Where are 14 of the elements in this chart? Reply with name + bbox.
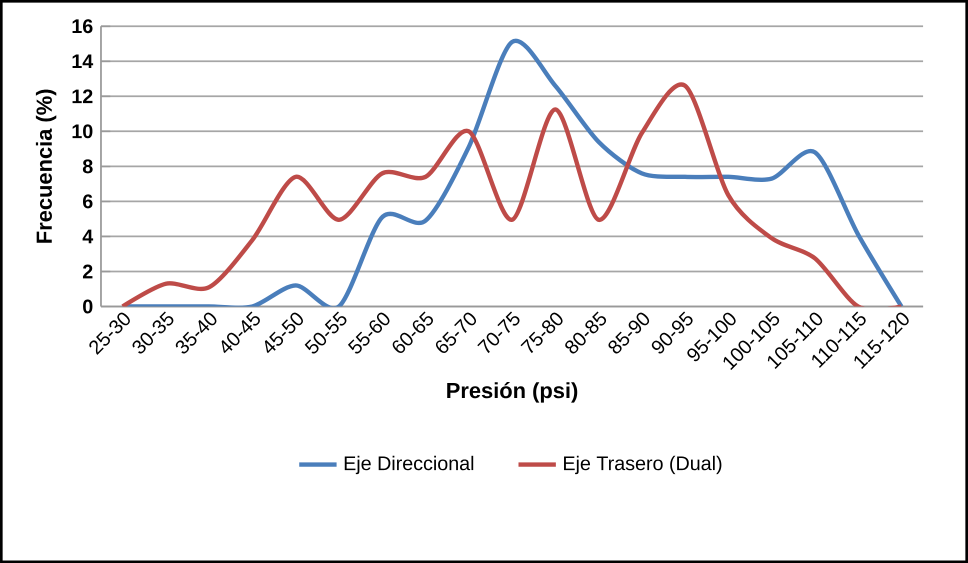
y-tick-label: 12 [72,89,92,104]
legend-label: Eje Direccional [344,456,474,474]
legend-label: Eje Trasero (Dual) [564,456,722,474]
y-tick-label: 8 [82,159,93,174]
y-tick-label: 14 [72,54,94,68]
y-tick-label: 2 [82,264,92,278]
x-axis-title: Presión (psi) [447,382,578,403]
y-tick-label: 4 [82,230,94,244]
y-axis-title: Frecuencia (%) [36,90,56,243]
y-tick-label: 16 [72,19,93,34]
line-series [120,84,904,306]
y-tick-label: 10 [72,124,92,138]
y-tick-label: 6 [83,194,93,208]
y-tick-label: 0 [83,299,92,314]
